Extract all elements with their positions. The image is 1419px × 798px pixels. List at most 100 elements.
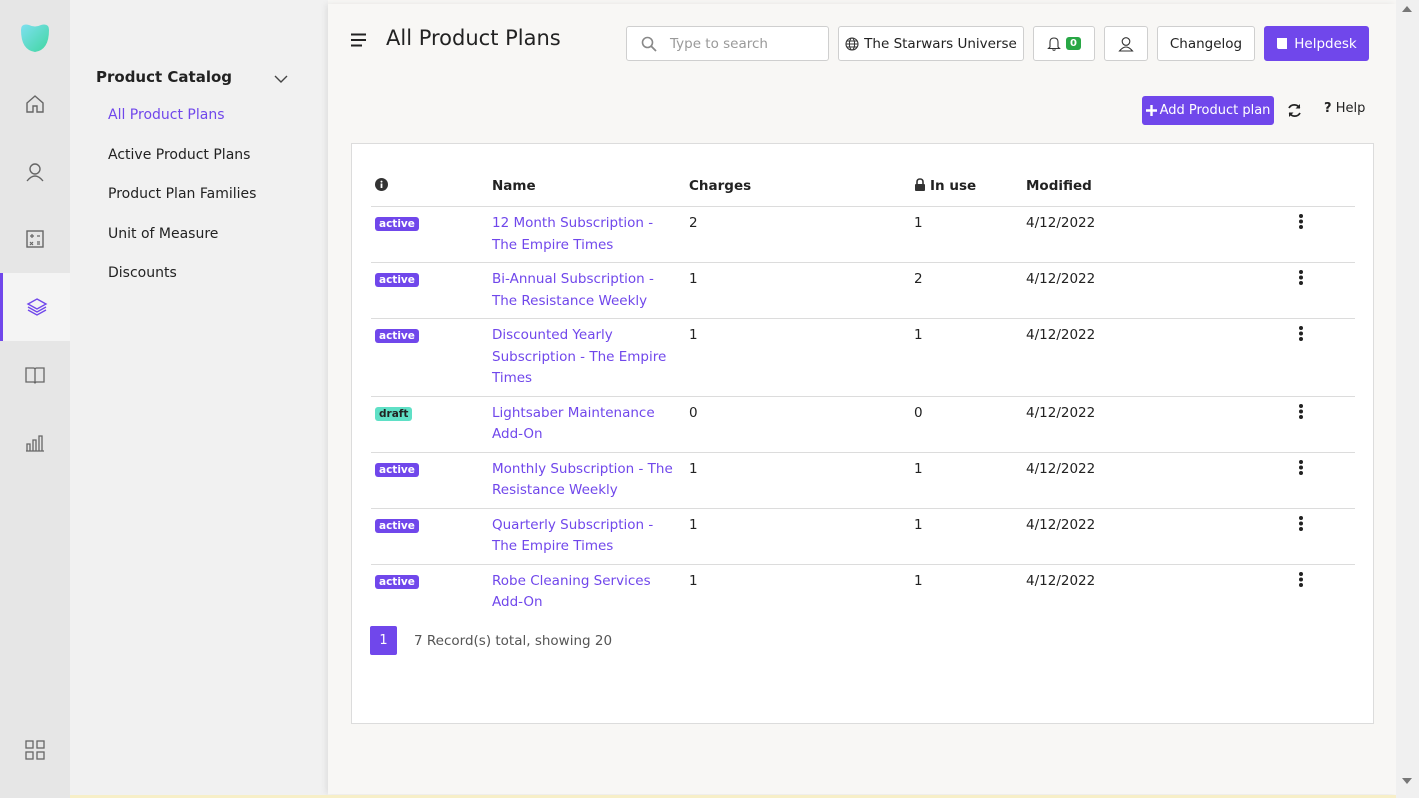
- changelog-button[interactable]: Changelog: [1157, 26, 1255, 61]
- calculator-icon[interactable]: [0, 205, 70, 273]
- status-badge: draft: [375, 406, 413, 421]
- row-menu[interactable]: [1298, 325, 1304, 341]
- lock-icon: [915, 178, 925, 191]
- status-badge: active: [375, 329, 419, 343]
- status-cell: active: [371, 262, 488, 319]
- reports-icon[interactable]: [0, 409, 70, 477]
- table-body: active 12 Month Subscription - The Empire…: [371, 206, 1355, 620]
- profile-button[interactable]: [1104, 26, 1148, 61]
- nav-list: All Product Plans Active Product Plans Pro…: [108, 104, 256, 302]
- status-cell: active: [371, 452, 488, 509]
- in-use: 1: [914, 572, 923, 589]
- table-card: Name Charges In use Modified active 12 Month…: [351, 143, 1374, 724]
- helpdesk-button[interactable]: Helpdesk: [1264, 26, 1369, 61]
- nav-item[interactable]: Active Product Plans: [108, 146, 251, 163]
- nav-section-title[interactable]: Product Catalog: [96, 68, 233, 86]
- help-icon: ?: [1324, 101, 1332, 116]
- column-header: Charges: [685, 166, 910, 207]
- plan-name[interactable]: Robe Cleaning Services Add-On: [492, 572, 651, 611]
- info-header: [371, 166, 488, 207]
- row-menu[interactable]: [1298, 459, 1304, 475]
- plan-name[interactable]: 12 Month Subscription - The Empire Times: [488, 206, 685, 263]
- plus-icon: [1145, 105, 1157, 116]
- scrollbar[interactable]: [1396, 0, 1419, 798]
- product-plans-table: Name Charges In use Modified active 12 Month…: [371, 166, 1355, 620]
- home-icon[interactable]: [0, 70, 70, 138]
- plan-name[interactable]: Monthly Subscription - The Resistance We…: [488, 452, 685, 509]
- book-icon[interactable]: [0, 341, 70, 409]
- status-cell: active: [371, 564, 488, 620]
- row-menu[interactable]: [1298, 403, 1304, 419]
- table-row: active Discounted Yearly Subscription - T…: [371, 318, 1355, 397]
- page-title: All Product Plans: [386, 26, 561, 50]
- help-link[interactable]: ? Help: [1324, 101, 1365, 116]
- modified: 4/12/2022: [1022, 318, 1286, 397]
- charges: 1: [685, 262, 910, 319]
- icon: [26, 435, 44, 452]
- status-badge: active: [375, 217, 419, 231]
- bottom-strip: [70, 795, 1396, 798]
- row-menu[interactable]: [1298, 269, 1304, 285]
- in-use: 1: [910, 206, 1022, 263]
- table-row: active 12 Month Subscription - The Empire…: [371, 206, 1355, 263]
- nav-item[interactable]: Unit of Measure: [108, 225, 219, 242]
- status-badge: active: [375, 518, 419, 533]
- apps-icon[interactable]: [0, 716, 70, 784]
- modified: 4/12/2022: [1022, 396, 1286, 453]
- refresh-icon[interactable]: [1287, 103, 1302, 118]
- add-product-plan-button[interactable]: Add Product plan: [1142, 96, 1274, 125]
- row-menu[interactable]: [1298, 515, 1304, 531]
- page-button[interactable]: 1: [370, 626, 397, 655]
- table-row: active Bi-Annual Subscription - The Resis…: [371, 262, 1355, 319]
- notifications-button[interactable]: 0: [1033, 26, 1095, 61]
- row-menu[interactable]: [1298, 213, 1304, 229]
- modified: 4/12/2022: [1022, 262, 1286, 319]
- actions-cell: [1286, 262, 1355, 319]
- column-label: Name: [492, 178, 536, 194]
- plan-name[interactable]: Discounted Yearly Subscription - The Emp…: [488, 318, 685, 397]
- nav-item[interactable]: Product Plan Families: [108, 186, 257, 202]
- notification-count: 0: [1066, 37, 1081, 50]
- charges: 1: [685, 452, 910, 509]
- charges: 1: [685, 508, 910, 565]
- charges: 0: [685, 396, 910, 453]
- row-menu[interactable]: [1298, 571, 1304, 587]
- side-nav: Product Catalog All Product Plans Active …: [70, 0, 328, 798]
- help-label: Help: [1335, 101, 1366, 116]
- icon: [26, 95, 44, 113]
- search-icon: [641, 36, 657, 52]
- plan-name[interactable]: Quarterly Subscription - The Empire Time…: [488, 508, 685, 565]
- customers-icon[interactable]: [0, 138, 70, 206]
- workspace-button[interactable]: The Starwars Universe: [838, 26, 1024, 61]
- in-use: 1: [910, 318, 1022, 397]
- main: All Product Plans Type to search The Sta…: [328, 4, 1396, 794]
- status-cell: active: [371, 318, 488, 397]
- helpdesk-icon: [1277, 38, 1288, 49]
- icon: [26, 163, 44, 182]
- logo-icon: [21, 24, 49, 52]
- scroll-up[interactable]: [1402, 5, 1412, 12]
- workspace-name: The Starwars Universe: [864, 35, 1017, 52]
- in-use: 0: [910, 396, 1022, 453]
- logo[interactable]: [0, 4, 70, 72]
- icon: [26, 230, 44, 248]
- status-badge: active: [375, 462, 419, 477]
- modified: 4/12/2022: [1022, 508, 1286, 565]
- icon-bar: [0, 0, 70, 798]
- nav-item[interactable]: All Product Plans: [108, 107, 225, 123]
- button-label: Helpdesk: [1294, 35, 1357, 52]
- nav-item[interactable]: Discounts: [108, 265, 177, 281]
- in-use: 1: [910, 452, 1022, 509]
- actions-cell: [1286, 508, 1355, 565]
- catalog-icon[interactable]: [0, 273, 70, 341]
- actions-header: [1286, 166, 1355, 207]
- modified: 4/12/2022: [1022, 452, 1286, 509]
- scroll-down[interactable]: [1402, 778, 1412, 785]
- chevron[interactable]: [274, 74, 288, 84]
- menu-icon[interactable]: [351, 33, 367, 47]
- plan-name[interactable]: Lightsaber Maintenance Add-On: [488, 396, 685, 453]
- actions-cell: [1286, 206, 1355, 263]
- search-box[interactable]: Type to search: [626, 26, 829, 61]
- plan-name[interactable]: Bi-Annual Subscription - The Resistance …: [488, 262, 685, 319]
